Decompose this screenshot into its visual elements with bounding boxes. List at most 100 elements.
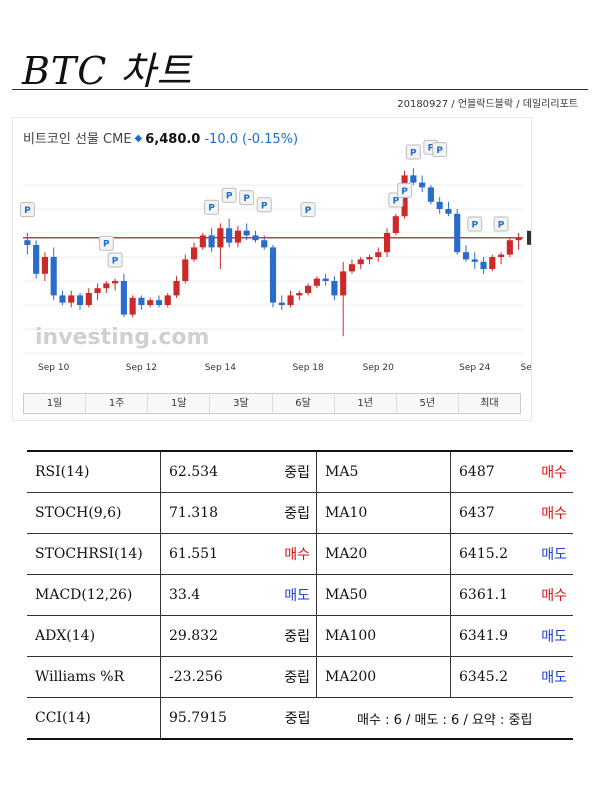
marker-label: P [208,204,215,214]
candle-body [436,201,443,209]
price-change-pct: (-0.15%) [242,132,299,147]
ma-value: 6487 [459,464,495,480]
candle-body [287,295,294,305]
range-3m[interactable]: 3달 [210,394,273,413]
marker-label: P [393,197,400,207]
instrument-name: 비트코인 선물 CME [23,132,132,147]
candle-body [120,281,127,315]
x-tick-label: Sep 24 [459,363,491,373]
indicator-table: RSI(14) 62.534 중립 MA5 6487 매수 STOCH(9,6) 7… [27,450,573,740]
range-max[interactable]: 최대 [480,398,499,409]
candle-body [94,288,101,293]
chart-panel: 6,700.06,600.06,500.06,400.06,300.06,200… [12,117,532,421]
indicator-signal: 중립 [284,465,310,481]
page-title: BTC 차트 [22,49,193,93]
candle-body [199,235,206,248]
marker-label: P [410,149,417,159]
table-row: ADX(14) 29.832 중립 MA100 6341.9 매도 [27,615,573,657]
title-divider [12,89,588,90]
candle-body [261,240,268,248]
candle-body [33,245,40,274]
marker-badge [239,190,255,206]
table-row: MACD(12,26) 33.4 매도 MA50 6361.1 매수 [27,574,573,616]
candle-body [252,235,259,241]
x-tick-label: Sep 12 [126,363,157,373]
candle-body [129,297,136,315]
candle-body [340,271,347,296]
candle-body [243,230,250,236]
candle-body [41,257,48,274]
candle-body [392,216,399,233]
range-1w[interactable]: 1주 [86,394,149,413]
candle-body [506,240,513,255]
investing-watermark: investing.com [35,325,209,350]
table-row: STOCH(9,6) 71.318 중립 MA10 6437 매수 [27,492,573,534]
indicator-name: STOCHRSI(14) [27,533,161,575]
ma-name: MA5 [316,450,451,493]
candle-body [59,295,66,303]
marker-badge [493,216,509,232]
candle-body [24,240,31,245]
range-6m[interactable]: 6달 [273,394,335,413]
indicator-value: -23.256 [169,669,223,685]
candle-body [208,235,215,248]
candle-body [50,257,57,296]
x-tick-label: Sep 14 [205,363,237,373]
range-1d[interactable]: 1일 [24,394,87,413]
candlestick-chart: 6,700.06,600.06,500.06,400.06,300.06,200… [19,139,531,373]
indicator-name: ADX(14) [27,615,161,657]
candle-body [383,233,391,253]
x-tick-label: Sep 26 [521,363,531,373]
marker-label: P [112,257,119,267]
candle-body [445,209,452,214]
marker-badge [19,202,35,218]
range-1y[interactable]: 1년 [335,394,397,413]
candle-body [138,297,145,305]
indicator-name: MACD(12,26) [27,574,161,616]
marker-label: P [261,201,268,211]
candle-body [234,230,241,243]
marker-badge [467,216,483,232]
ma-name: MA20 [316,533,451,575]
ma-value: 6345.2 [459,669,508,685]
range-5y[interactable]: 5년 [397,394,459,413]
candle-body [182,259,189,281]
candle-body [454,213,461,253]
x-tick-label: Sep 10 [38,363,70,373]
candle-body [112,281,119,284]
candle-body [471,259,478,262]
candle-body [68,295,75,303]
candle-body [410,175,417,183]
marker-badge [98,235,114,251]
indicator-value: 29.832 [169,628,218,644]
candle-body [375,252,382,257]
ma-value: 6437 [459,505,495,521]
candle-body [515,237,522,241]
candle-body [305,285,312,293]
ma-signal: 매수 [541,588,567,604]
candle-body [226,228,233,243]
ma-signal: 매도 [541,629,567,645]
marker-badge [107,252,123,268]
marker-label: P [103,240,110,250]
ma-name: MA50 [316,574,451,616]
marker-badge [256,197,272,213]
candle-body [155,300,163,305]
range-1m[interactable]: 1달 [148,394,211,413]
table-row: STOCHRSI(14) 61.551 매수 MA20 6415.2 매도 [27,533,573,575]
candle-body [322,278,329,281]
ma-value: 6341.9 [459,628,508,644]
candle-body [348,264,356,272]
current-price-tag [527,230,531,245]
indicator-value: 71.318 [169,505,218,521]
candle-body [103,283,110,289]
marker-label: P [243,194,250,204]
candle-body [173,281,180,296]
marker-badge [397,182,413,198]
x-tick-label: Sep 18 [292,363,324,373]
range-selector: 1일 1주 1달 3달 6달 1년 5년 최대 [23,393,521,414]
indicator-signal: 매수 [284,547,310,563]
candle-body [296,293,303,296]
candle-body [357,259,364,265]
indicator-value: 33.4 [169,587,201,603]
